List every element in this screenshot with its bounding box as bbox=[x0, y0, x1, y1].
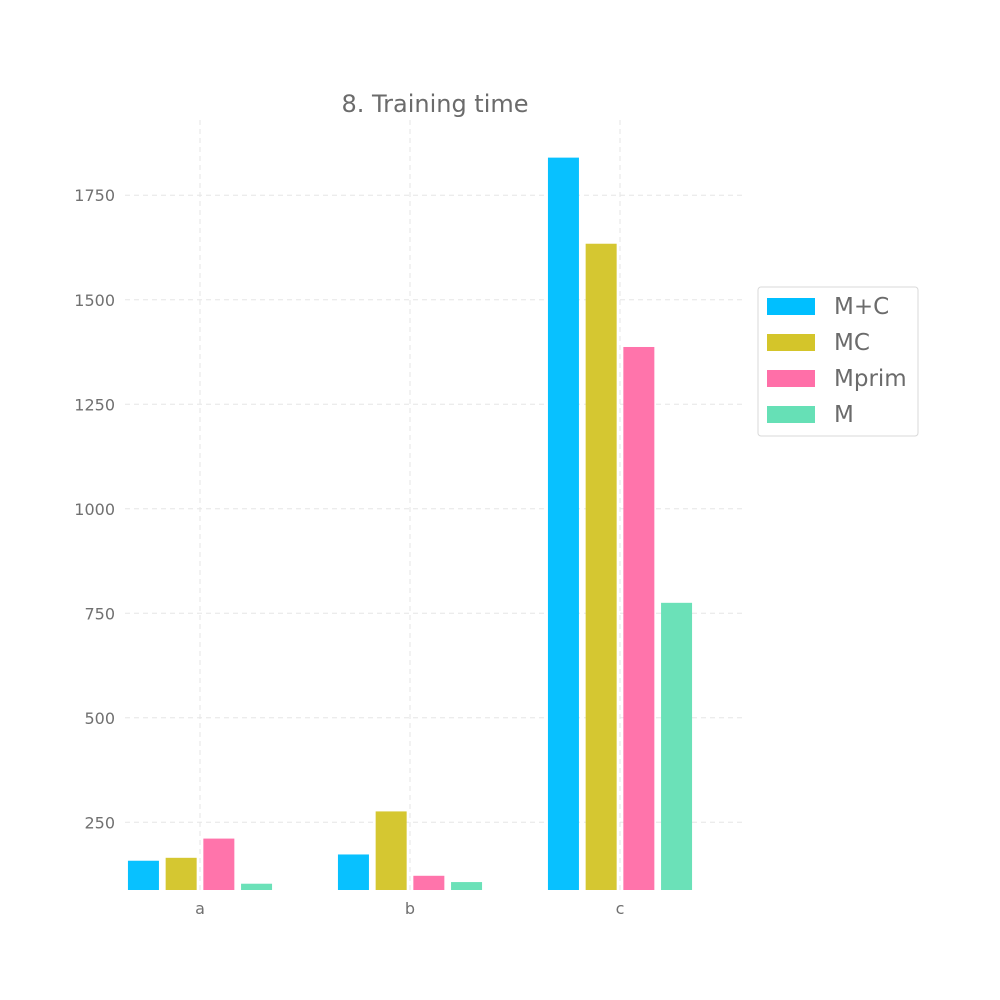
y-tick-label: 750 bbox=[84, 604, 115, 623]
bar-mprim-b bbox=[413, 875, 445, 890]
y-tick-label: 250 bbox=[84, 813, 115, 832]
legend-swatch bbox=[767, 334, 815, 351]
legend-label: M+C bbox=[834, 294, 889, 320]
legend-label: Mprim bbox=[834, 366, 907, 392]
y-tick-label: 1000 bbox=[74, 500, 115, 519]
legend-label: MC bbox=[834, 330, 870, 356]
legend-box bbox=[757, 286, 919, 437]
bar-m-c-b bbox=[337, 854, 369, 890]
bar-mc-a bbox=[165, 857, 197, 890]
y-tick-label: 500 bbox=[84, 709, 115, 728]
y-axis: 250 500 750 1000 1250 1500 1750 bbox=[74, 186, 115, 832]
legend-swatch bbox=[767, 298, 815, 315]
y-tick-label: 1750 bbox=[74, 186, 115, 205]
bar-m-c-a bbox=[127, 860, 159, 890]
legend-swatch bbox=[767, 406, 815, 423]
grid bbox=[125, 120, 745, 890]
legend[interactable]: M+C MC Mprim M bbox=[757, 286, 919, 437]
bar-m-c bbox=[661, 602, 693, 890]
x-axis: a b c bbox=[195, 899, 624, 918]
bar-m-a bbox=[241, 883, 273, 890]
bar-mprim-a bbox=[203, 838, 235, 890]
bar-mc-c bbox=[585, 243, 617, 890]
x-tick-label: b bbox=[405, 899, 415, 918]
x-tick-label: a bbox=[195, 899, 205, 918]
bar-m-b bbox=[451, 882, 483, 890]
bar-m-c-c bbox=[547, 157, 579, 891]
bars bbox=[127, 157, 693, 891]
chart-title: 8. Training time bbox=[341, 90, 528, 118]
bar-mprim-c bbox=[623, 346, 655, 891]
x-tick-label: c bbox=[616, 899, 625, 918]
bar-mc-b bbox=[375, 811, 407, 890]
legend-label: M bbox=[834, 402, 854, 428]
y-tick-label: 1250 bbox=[74, 395, 115, 414]
y-tick-label: 1500 bbox=[74, 291, 115, 310]
legend-swatch bbox=[767, 370, 815, 387]
